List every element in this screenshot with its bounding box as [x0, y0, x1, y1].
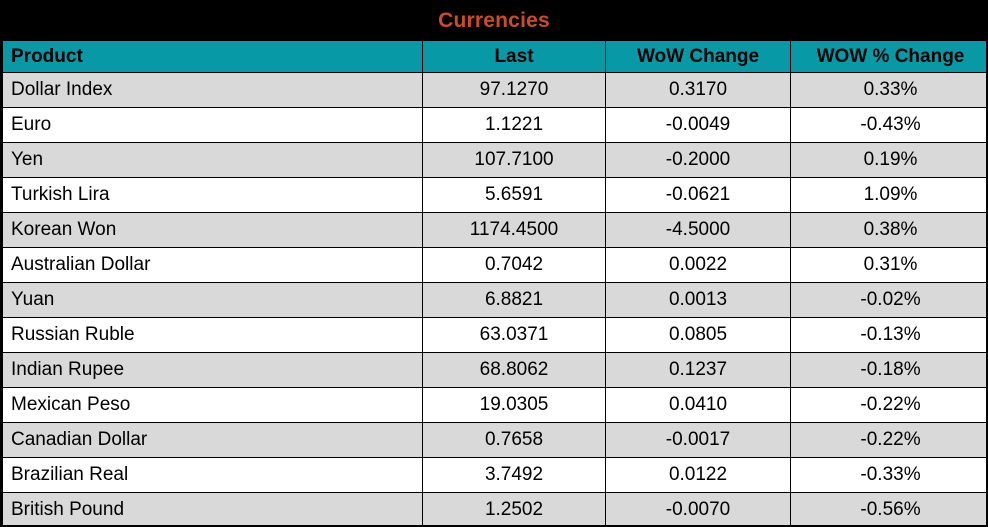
product-cell[interactable]: Yen	[2, 142, 423, 178]
last-cell[interactable]: 97.1270	[422, 72, 606, 108]
product-cell[interactable]: Australian Dollar	[2, 247, 423, 283]
table-header-row: Product Last WoW Change WOW % Change	[2, 40, 986, 73]
last-cell[interactable]: 107.7100	[422, 142, 606, 178]
table-title-bar: Currencies	[2, 2, 986, 40]
last-cell[interactable]: 3.7492	[422, 457, 606, 493]
product-cell[interactable]: Mexican Peso	[2, 387, 423, 423]
last-cell[interactable]: 6.8821	[422, 282, 606, 318]
product-cell[interactable]: Russian Ruble	[2, 317, 423, 353]
table-row: Australian Dollar 0.7042 0.0022 0.31%	[2, 247, 986, 283]
wow-pct-change-cell[interactable]: 0.19%	[790, 142, 986, 178]
product-cell[interactable]: British Pound	[2, 492, 423, 525]
table-body: Dollar Index 97.1270 0.3170 0.33% Euro 1.1221…	[2, 72, 986, 525]
wow-change-cell[interactable]: -0.2000	[605, 142, 791, 178]
wow-change-cell[interactable]: 0.0022	[605, 247, 791, 283]
wow-change-cell[interactable]: 0.1237	[605, 352, 791, 388]
last-cell[interactable]: 1.2502	[422, 492, 606, 525]
wow-change-cell[interactable]: 0.0122	[605, 457, 791, 493]
wow-pct-change-cell[interactable]: 1.09%	[790, 177, 986, 213]
wow-change-cell[interactable]: -0.0070	[605, 492, 791, 525]
table-row: Yuan 6.8821 0.0013 -0.02%	[2, 282, 986, 318]
last-cell[interactable]: 0.7042	[422, 247, 606, 283]
table-row: Russian Ruble 63.0371 0.0805 -0.13%	[2, 317, 986, 353]
wow-change-cell[interactable]: -0.0049	[605, 107, 791, 143]
wow-pct-change-cell[interactable]: -0.22%	[790, 422, 986, 458]
table-row: Yen 107.7100 -0.2000 0.19%	[2, 142, 986, 178]
last-cell[interactable]: 0.7658	[422, 422, 606, 458]
wow-change-cell[interactable]: 0.0805	[605, 317, 791, 353]
wow-pct-change-cell[interactable]: 0.33%	[790, 72, 986, 108]
wow-pct-change-cell[interactable]: 0.38%	[790, 212, 986, 248]
wow-change-cell[interactable]: -0.0017	[605, 422, 791, 458]
currencies-table: Product Last WoW Change WOW % Change Dol…	[2, 40, 986, 525]
last-cell[interactable]: 5.6591	[422, 177, 606, 213]
column-header-product[interactable]: Product	[2, 40, 423, 73]
wow-pct-change-cell[interactable]: 0.31%	[790, 247, 986, 283]
table-row: Turkish Lira 5.6591 -0.0621 1.09%	[2, 177, 986, 213]
table-row: Euro 1.1221 -0.0049 -0.43%	[2, 107, 986, 143]
wow-pct-change-cell[interactable]: -0.43%	[790, 107, 986, 143]
last-cell[interactable]: 68.8062	[422, 352, 606, 388]
wow-change-cell[interactable]: 0.0013	[605, 282, 791, 318]
table-row: Brazilian Real 3.7492 0.0122 -0.33%	[2, 457, 986, 493]
last-cell[interactable]: 63.0371	[422, 317, 606, 353]
table-row: Korean Won 1174.4500 -4.5000 0.38%	[2, 212, 986, 248]
product-cell[interactable]: Canadian Dollar	[2, 422, 423, 458]
wow-pct-change-cell[interactable]: -0.33%	[790, 457, 986, 493]
table-row: Mexican Peso 19.0305 0.0410 -0.22%	[2, 387, 986, 423]
last-cell[interactable]: 1.1221	[422, 107, 606, 143]
table-row: Indian Rupee 68.8062 0.1237 -0.18%	[2, 352, 986, 388]
product-cell[interactable]: Brazilian Real	[2, 457, 423, 493]
wow-pct-change-cell[interactable]: -0.56%	[790, 492, 986, 525]
column-header-wow-pct-change[interactable]: WOW % Change	[790, 40, 986, 73]
table-row: Dollar Index 97.1270 0.3170 0.33%	[2, 72, 986, 108]
table-title: Currencies	[438, 9, 550, 32]
product-cell[interactable]: Korean Won	[2, 212, 423, 248]
wow-change-cell[interactable]: 0.0410	[605, 387, 791, 423]
column-header-wow-change[interactable]: WoW Change	[605, 40, 791, 73]
wow-pct-change-cell[interactable]: -0.18%	[790, 352, 986, 388]
last-cell[interactable]: 1174.4500	[422, 212, 606, 248]
product-cell[interactable]: Dollar Index	[2, 72, 423, 108]
product-cell[interactable]: Yuan	[2, 282, 423, 318]
wow-pct-change-cell[interactable]: -0.13%	[790, 317, 986, 353]
wow-change-cell[interactable]: -0.0621	[605, 177, 791, 213]
product-cell[interactable]: Euro	[2, 107, 423, 143]
table-row: British Pound 1.2502 -0.0070 -0.56%	[2, 492, 986, 525]
wow-pct-change-cell[interactable]: -0.02%	[790, 282, 986, 318]
product-cell[interactable]: Turkish Lira	[2, 177, 423, 213]
column-header-last[interactable]: Last	[422, 40, 606, 73]
wow-pct-change-cell[interactable]: -0.22%	[790, 387, 986, 423]
wow-change-cell[interactable]: -4.5000	[605, 212, 791, 248]
last-cell[interactable]: 19.0305	[422, 387, 606, 423]
product-cell[interactable]: Indian Rupee	[2, 352, 423, 388]
wow-change-cell[interactable]: 0.3170	[605, 72, 791, 108]
table-row: Canadian Dollar 0.7658 -0.0017 -0.22%	[2, 422, 986, 458]
